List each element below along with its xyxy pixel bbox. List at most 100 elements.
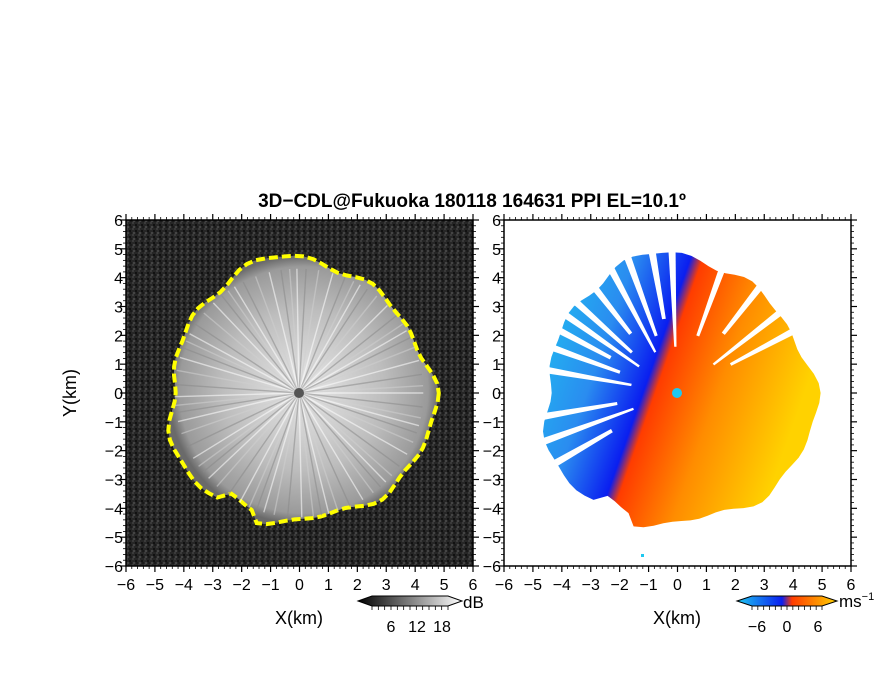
snr-xtick-label: −3 <box>204 577 222 594</box>
velocity-colorbar: ms−1 −6 0 6 <box>735 591 874 636</box>
velocity-colorbar-tick-minus6: −6 <box>748 619 766 636</box>
velocity-xtick-label: 6 <box>847 577 856 594</box>
snr-colorbar-tick-6: 6 <box>387 619 396 636</box>
snr-xtick-label: 4 <box>411 577 420 594</box>
velocity-gap <box>528 363 632 387</box>
velocity-ytick-label: 1 <box>492 357 501 374</box>
snr-colorbar-tick-12: 12 <box>408 619 426 636</box>
snr-beam-ray <box>177 392 300 423</box>
snr-beam-ray <box>298 277 346 394</box>
snr-beam-ray <box>298 336 411 394</box>
snr-beam-ray <box>298 392 421 419</box>
snr-ytick-label: 2 <box>114 328 123 345</box>
snr-colorbar-tick-18: 18 <box>433 619 451 636</box>
snr-ytick-label: −3 <box>105 473 123 490</box>
snr-ytick-label: −6 <box>105 559 123 576</box>
snr-beam-ray <box>298 323 403 394</box>
snr-xtick-label: −4 <box>175 577 193 594</box>
velocity-ytick-label: 3 <box>492 300 501 317</box>
velocity-ytick-label: −1 <box>483 415 501 432</box>
snr-beam-ray <box>189 333 300 394</box>
snr-beam-ray <box>298 392 315 517</box>
snr-beam-ray <box>216 392 300 487</box>
velocity-ytick-label: −2 <box>483 444 501 461</box>
snr-beam-ray <box>176 392 300 414</box>
snr-beam-ray <box>239 392 300 503</box>
snr-xtick-label: −5 <box>146 577 164 594</box>
snr-panel: −6−6 −5 −5 −4 −4 −3 −3 −2 −2 −1 −1 0 0 1 1 2 2 3 3 4 4 5 5 6 6 <box>105 213 479 594</box>
snr-beam-ray <box>298 392 351 507</box>
velocity-data-gaps <box>528 242 812 472</box>
snr-xtick-label: 2 <box>353 577 362 594</box>
snr-beam-ray <box>176 369 300 394</box>
velocity-gap <box>647 244 666 320</box>
velocity-gap <box>534 407 634 448</box>
snr-colorbar: dB 6 12 18 <box>356 593 484 636</box>
velocity-xtick-label: −6 <box>495 577 513 594</box>
snr-xtick-label: 0 <box>295 577 304 594</box>
snr-xtick-label: −2 <box>233 577 251 594</box>
snr-beam-ray <box>181 392 300 435</box>
snr-beam-ray <box>268 272 300 394</box>
velocity-xtick-label: 0 <box>673 577 682 594</box>
velocity-colorbar-unit-base: ms <box>839 592 862 611</box>
snr-beam-ray <box>185 340 300 394</box>
velocity-gap <box>712 297 798 366</box>
snr-beam-ray <box>298 346 415 394</box>
velocity-gap <box>544 429 613 472</box>
snr-beam-ray <box>298 392 387 483</box>
snr-beam-ray <box>202 392 300 473</box>
velocity-xtick-label: 4 <box>789 577 798 594</box>
snr-beam-ray <box>254 276 300 394</box>
velocity-gap <box>729 319 812 366</box>
snr-ytick-label: 1 <box>114 357 123 374</box>
velocity-colorbar-ticks <box>751 606 823 610</box>
snr-beam-ray <box>298 392 339 512</box>
snr-ytick-label: 5 <box>114 242 123 259</box>
velocity-gap <box>603 258 657 353</box>
snr-beam-ray <box>298 315 397 394</box>
velocity-xtick-label: 5 <box>818 577 827 594</box>
snr-center-marker <box>294 388 304 398</box>
velocity-xtick-label: 2 <box>731 577 740 594</box>
velocity-ytick-label: 5 <box>492 242 501 259</box>
snr-ytick-label: −4 <box>105 501 123 518</box>
snr-beam-ray <box>186 392 300 448</box>
velocity-gap <box>696 250 732 337</box>
snr-ytick-label: 6 <box>114 213 123 230</box>
x-axis-label-right: X(km) <box>653 608 701 628</box>
velocity-colorbar-tick-6: 6 <box>814 619 823 636</box>
snr-beam-ray <box>248 392 300 508</box>
velocity-ytick-label: 0 <box>492 386 501 403</box>
velocity-gap <box>534 338 621 374</box>
snr-beam-ray <box>198 392 300 467</box>
snr-beam-ray <box>298 373 423 394</box>
velocity-xtick-label: −5 <box>524 577 542 594</box>
snr-beam-ray <box>174 383 300 394</box>
snr-beam-ray <box>298 330 407 394</box>
snr-beam-ray <box>298 392 414 443</box>
snr-beam-ray <box>242 281 300 394</box>
snr-beam-ray <box>273 392 300 515</box>
snr-beam-ray <box>298 295 378 394</box>
snr-beam-ray <box>298 392 374 494</box>
snr-beam-ray <box>298 280 355 394</box>
velocity-gap <box>721 272 773 335</box>
velocity-colorbar-unit: ms−1 <box>839 591 874 611</box>
figure-title: 3D−CDL@Fukuoka 180118 164631 PPI EL=10.1… <box>258 191 686 212</box>
velocity-center-marker <box>672 388 682 398</box>
velocity-xtick-label: −3 <box>582 577 600 594</box>
snr-beam-ray <box>192 392 300 459</box>
snr-xtick-label: 3 <box>382 577 391 594</box>
velocity-ytick-label: −5 <box>483 530 501 547</box>
velocity-gap <box>562 289 633 354</box>
velocity-colorbar-unit-exponent: −1 <box>862 591 875 603</box>
velocity-ytick-label: 4 <box>492 271 501 288</box>
snr-beam-ray <box>227 290 300 394</box>
snr-beam-ray <box>298 305 388 394</box>
velocity-gap <box>542 319 612 360</box>
velocity-gap <box>551 303 640 368</box>
snr-beam-ray <box>280 269 300 394</box>
snr-beam-ray <box>298 392 423 408</box>
